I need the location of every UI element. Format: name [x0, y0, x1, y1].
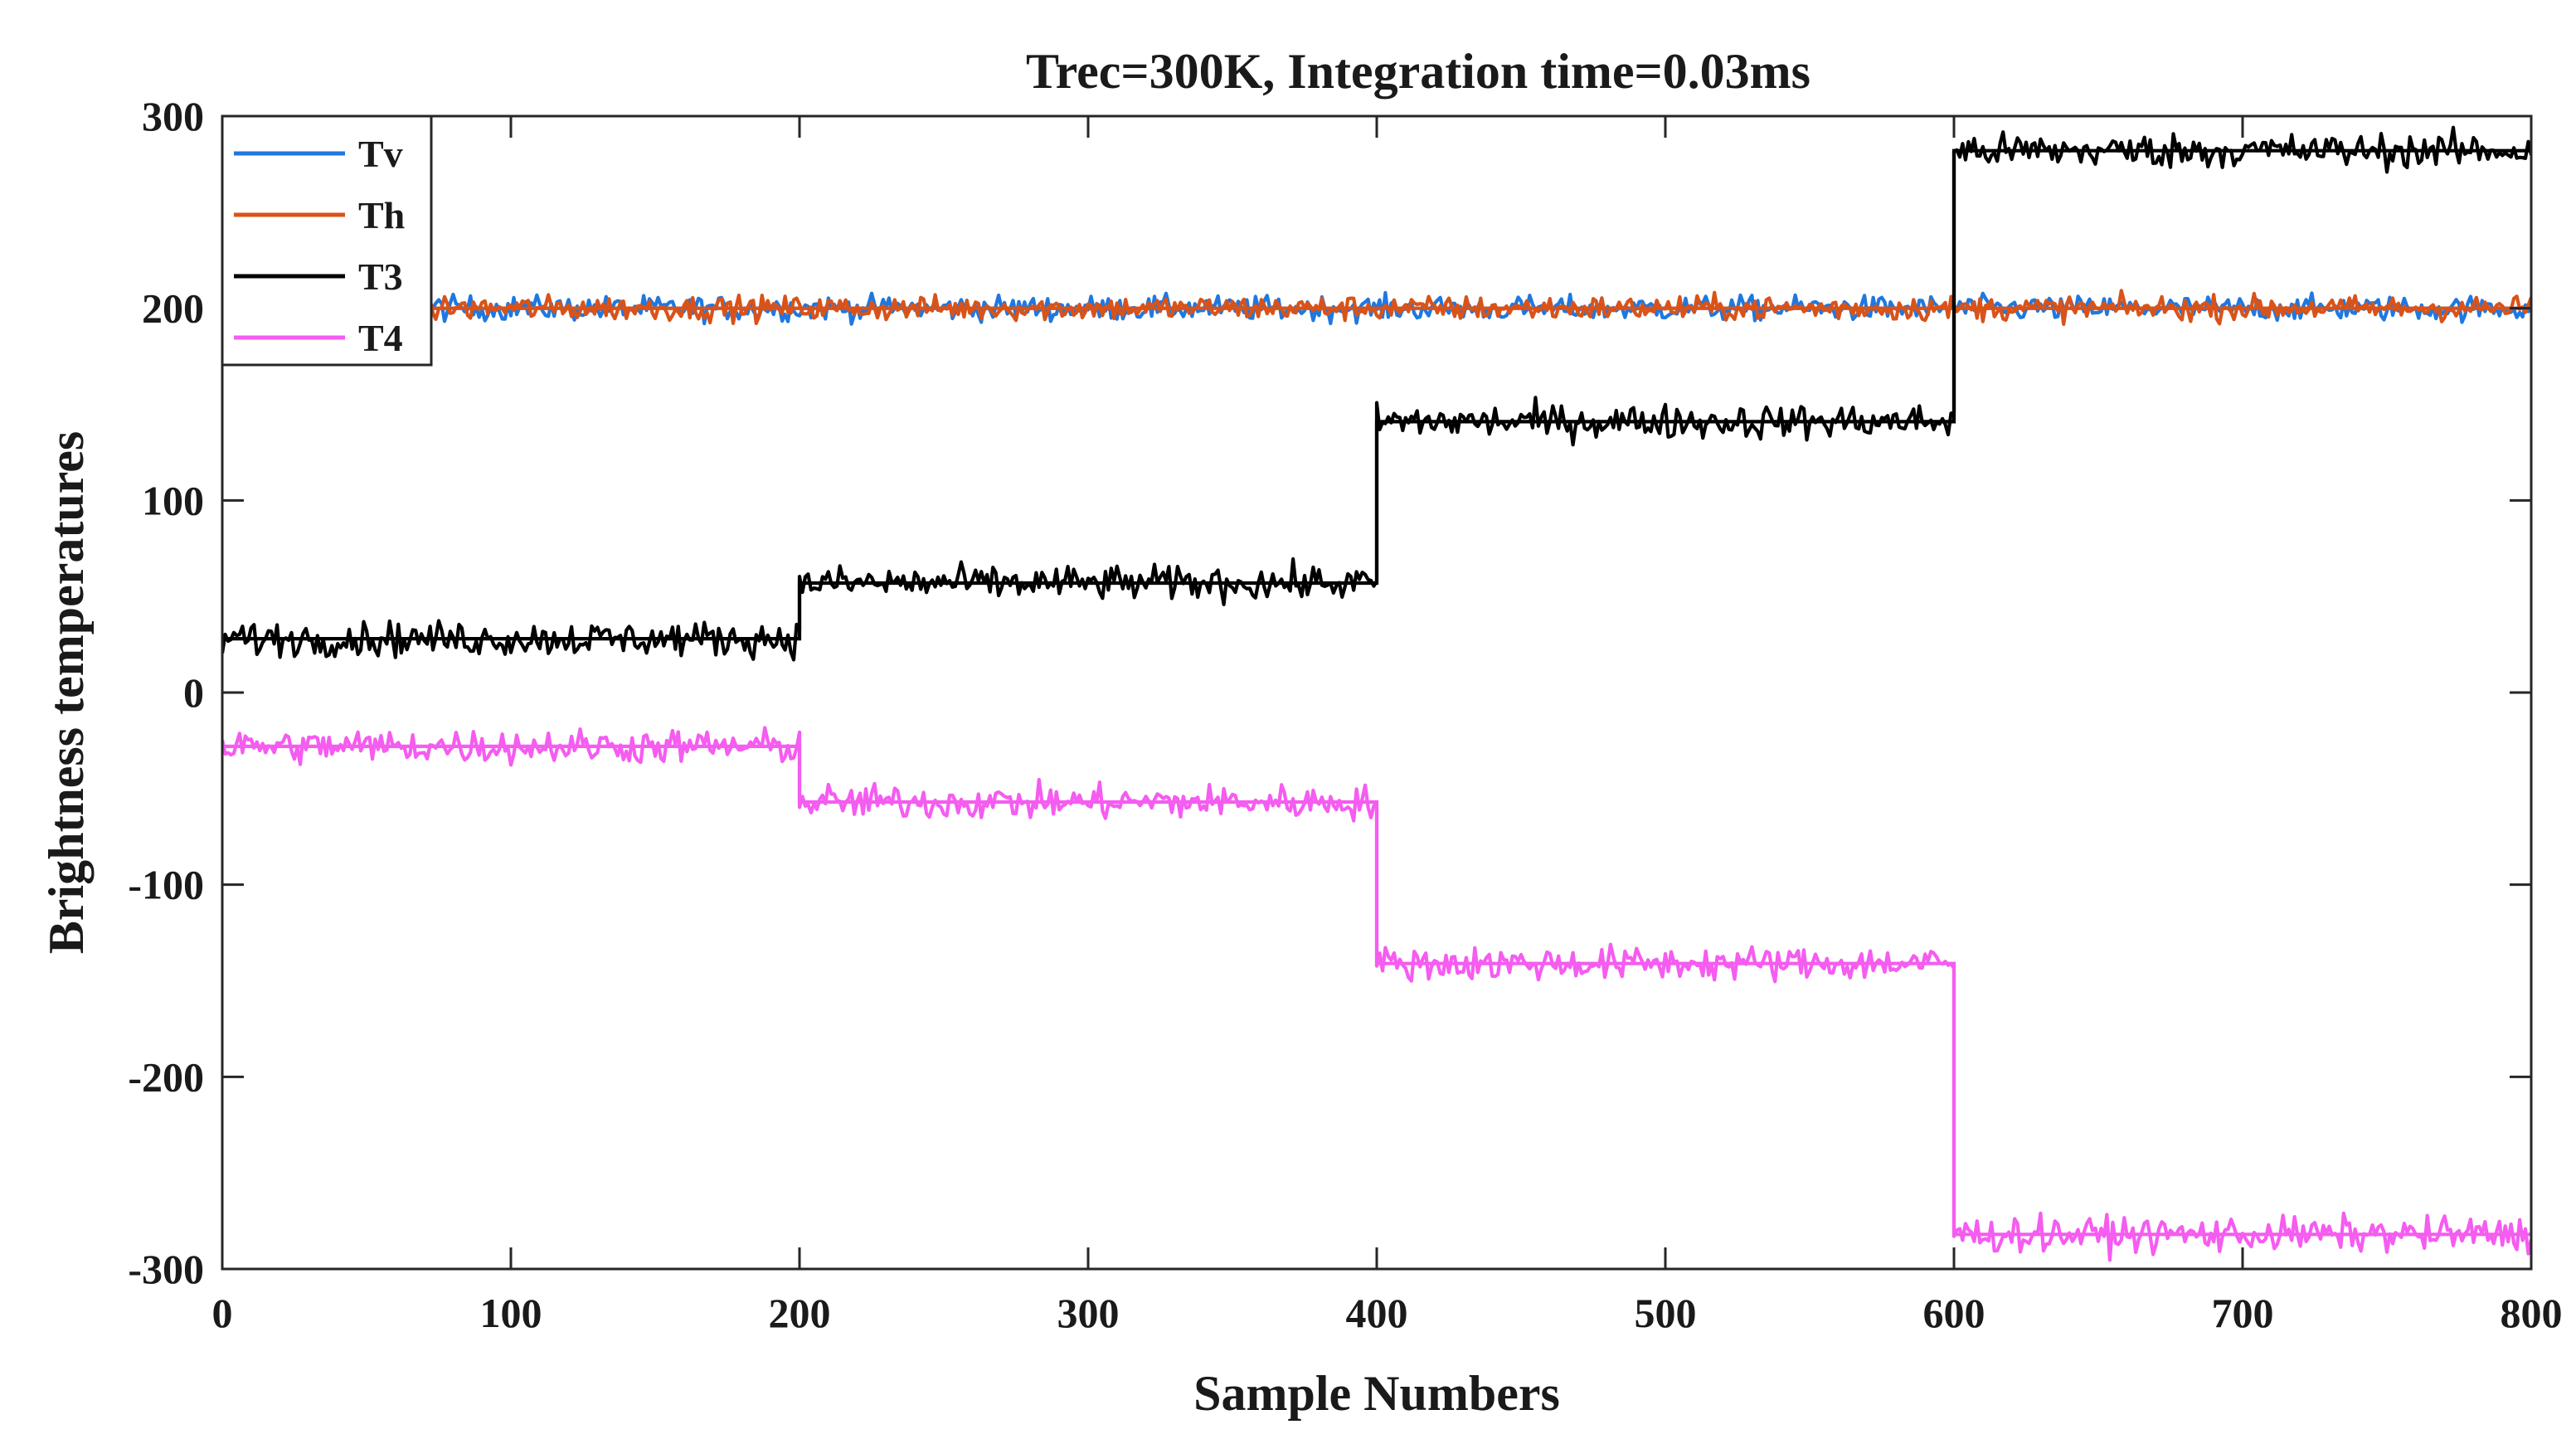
y-tick-label: 300 — [142, 93, 204, 139]
y-tick-label: 0 — [183, 669, 204, 716]
y-tick-label: -200 — [128, 1053, 204, 1100]
legend-box — [221, 114, 433, 367]
legend-label-t3: T3 — [358, 255, 403, 298]
plot-frame — [221, 114, 2533, 1271]
y-tick-label: 100 — [142, 477, 204, 523]
x-tick-label: 400 — [1346, 1290, 1408, 1336]
x-tick-label: 100 — [480, 1290, 542, 1336]
y-tick-label: 200 — [142, 285, 204, 332]
chart-title: Trec=300K, Integration time=0.03ms — [1026, 44, 1810, 99]
x-tick-label: 500 — [1635, 1290, 1697, 1336]
x-tick-label: 800 — [2501, 1290, 2563, 1336]
series-t3-reference-line — [222, 148, 2531, 641]
series-t4-reference-line — [222, 744, 2531, 1237]
x-tick-label: 300 — [1057, 1290, 1120, 1336]
x-axis-title: Sample Numbers — [1193, 1366, 1560, 1421]
y-tick-label: -100 — [128, 862, 204, 908]
x-tick-label: 700 — [2212, 1290, 2274, 1336]
y-axis-title: Brightness temperatures — [39, 431, 94, 954]
legend-label-tv: Tv — [358, 133, 403, 175]
legend-label-t4: T4 — [358, 317, 403, 359]
y-tick-label: -300 — [128, 1246, 204, 1292]
x-tick-label: 600 — [1923, 1290, 1985, 1336]
plot-area: 0 100 200 300 400 500 600 700 800 300 200 100 0 -100 -… — [128, 93, 2562, 1336]
ticks-group: 0 100 200 300 400 500 600 700 800 300 200 100 0 -100 -… — [128, 93, 2562, 1336]
x-tick-label: 0 — [212, 1290, 233, 1336]
series-group — [222, 125, 2531, 1262]
legend-label-th: Th — [358, 194, 405, 236]
legend: Tv Th T3 T4 — [221, 114, 433, 367]
legend-items: Tv Th T3 T4 — [234, 133, 405, 359]
x-tick-label: 200 — [769, 1290, 831, 1336]
